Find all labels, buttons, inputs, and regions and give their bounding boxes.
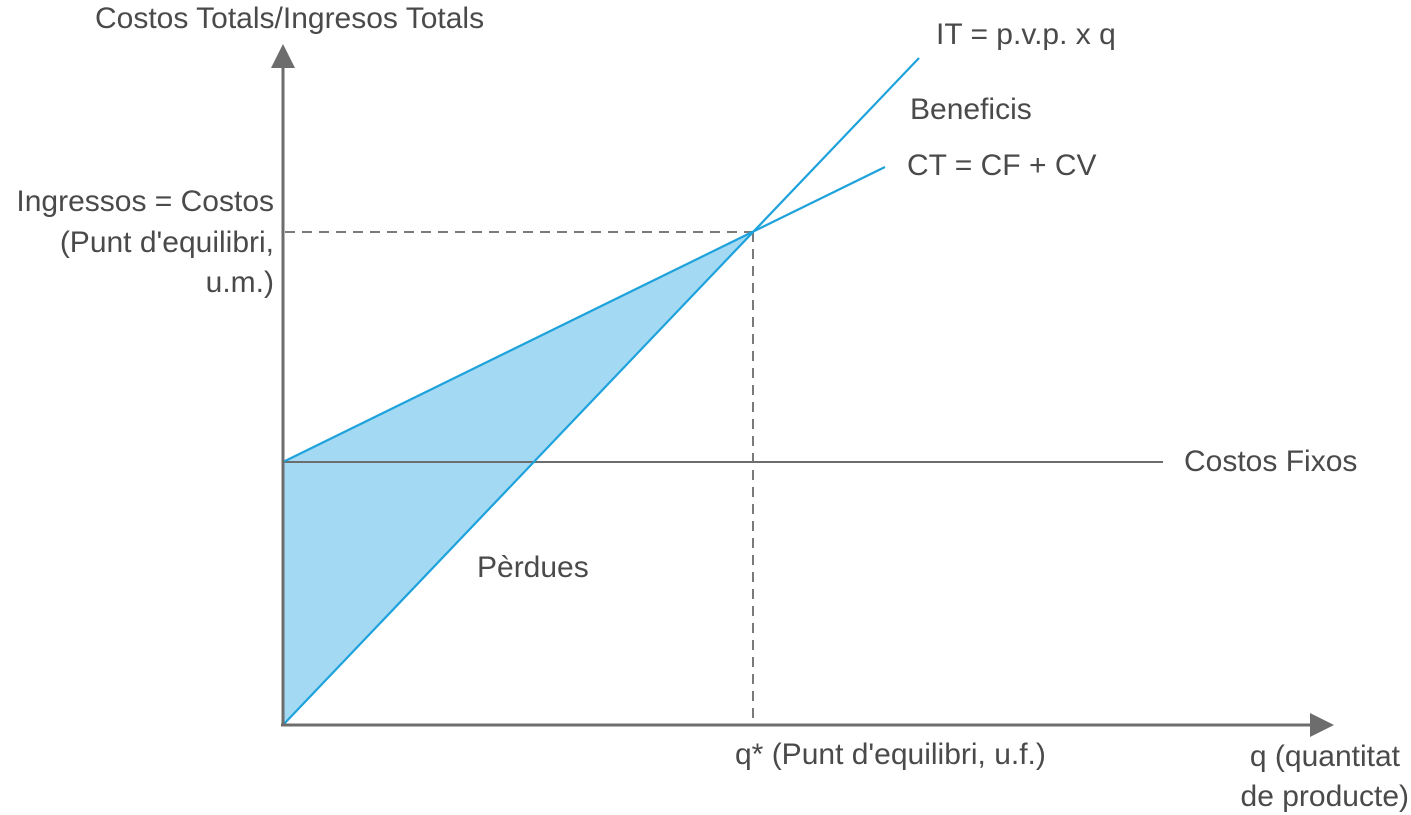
x-axis-title-line2: de producte) bbox=[1241, 780, 1409, 813]
y-axis-title: Costos Totals/Ingresos Totals bbox=[95, 2, 484, 35]
total-cost-line-label: CT = CF + CV bbox=[907, 149, 1097, 182]
y-axis-arrow bbox=[271, 44, 295, 68]
x-axis-title-line1: q (quantitat bbox=[1250, 740, 1401, 773]
breakeven-value-label-line1: Ingressos = Costos bbox=[16, 185, 274, 218]
revenue-line bbox=[282, 57, 920, 726]
breakeven-value-label-line3: u.m.) bbox=[206, 266, 274, 299]
revenue-line-label: IT = p.v.p. x q bbox=[936, 18, 1116, 51]
breakeven-value-label-line2: (Punt d'equilibri, bbox=[60, 226, 274, 259]
profit-region-label: Beneficis bbox=[910, 93, 1032, 126]
breakeven-quantity-label: q* (Punt d'equilibri, u.f.) bbox=[735, 738, 1046, 771]
x-axis-arrow bbox=[1310, 713, 1334, 737]
fixed-cost-line-label: Costos Fixos bbox=[1184, 445, 1357, 478]
loss-region-label: Pèrdues bbox=[477, 551, 589, 584]
total-cost-line bbox=[282, 166, 886, 463]
